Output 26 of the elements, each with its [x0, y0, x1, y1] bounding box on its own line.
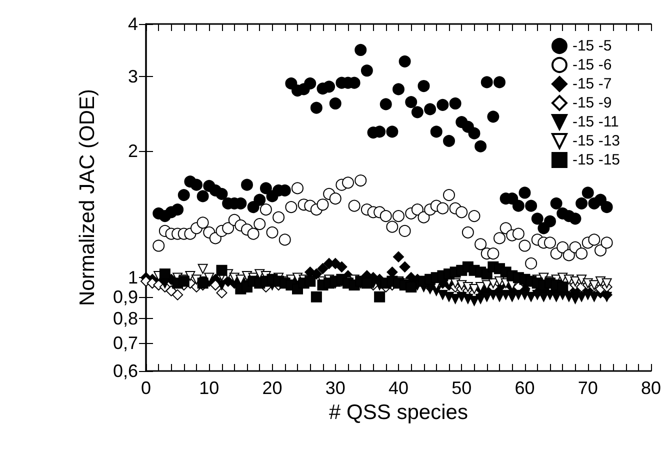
x-tick-label: 60 [514, 378, 535, 398]
y-axis-title: Normalized JAC (ODE) [76, 88, 99, 306]
legend-label: -15 -15 [572, 152, 620, 168]
y-tick-label: 1 [128, 268, 138, 288]
y-tick-label: 4 [128, 14, 138, 34]
y-tick-label: 0,6 [112, 361, 138, 381]
x-tick-label: 80 [640, 378, 662, 398]
x-tick-label: 70 [578, 378, 598, 398]
x-tick-label: 50 [452, 378, 472, 398]
y-tick-label: 2 [128, 140, 138, 161]
x-tick-label: 20 [262, 378, 282, 398]
y-tick-label: 0,8 [112, 308, 138, 328]
x-tick-label: 10 [199, 378, 220, 398]
legend-label: -15 -13 [572, 132, 620, 150]
legend-label: -15 -11 [572, 114, 619, 130]
y-tick-label: 0,7 [112, 332, 138, 353]
x-tick-label: 0 [140, 378, 152, 398]
legend-label: -15 -7 [572, 76, 612, 92]
legend-label: -15 -5 [572, 38, 612, 54]
y-tick-label: 0,9 [112, 286, 138, 307]
legend-label: -15 -6 [572, 56, 612, 74]
y-tick-label: 3 [128, 66, 138, 87]
legend-label: -15 -9 [572, 94, 612, 112]
x-axis-title: # QSS species [329, 400, 468, 424]
x-tick-label: 40 [388, 378, 409, 398]
x-tick-label: 30 [325, 378, 346, 398]
